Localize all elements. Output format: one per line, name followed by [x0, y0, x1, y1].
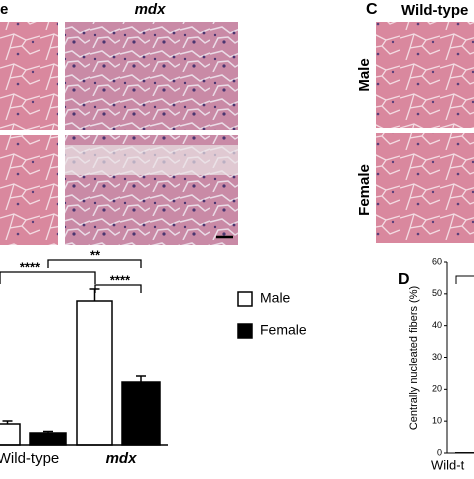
x-tick-label: Wild-type [0, 450, 59, 467]
histology-image [376, 22, 474, 128]
x-tick-label: Wild-t [431, 457, 465, 472]
row-label: Male [356, 58, 373, 91]
y-tick-label: 10 [432, 416, 442, 426]
significance-bracket [455, 275, 474, 284]
legend-swatch [237, 323, 253, 339]
histology-image [65, 22, 238, 130]
bar [455, 452, 474, 453]
y-tick-label: 0 [437, 447, 442, 457]
significance: ** [90, 247, 101, 262]
x-tick-label: mdx [106, 450, 138, 467]
y-tick-label: 60 [432, 256, 442, 266]
fat-region [65, 145, 238, 175]
bar [0, 423, 21, 446]
column-label: mdx [135, 1, 167, 18]
histology-image [0, 22, 58, 130]
column-label: e [0, 1, 8, 18]
row-label: Female [356, 164, 373, 216]
bar [121, 381, 161, 446]
bar [29, 432, 67, 446]
panel-label: C [366, 1, 378, 18]
y-tick-label: 30 [432, 352, 442, 362]
histology-image [376, 133, 474, 243]
y-tick-label: 40 [432, 320, 442, 330]
significance-bracket [94, 284, 142, 293]
histology-image [0, 135, 58, 245]
column-label: Wild-type [401, 2, 468, 19]
y-tick-label: 50 [432, 288, 442, 298]
bar [76, 300, 113, 446]
legend-label: Female [260, 322, 307, 338]
significance: **** [20, 259, 41, 274]
significance: **** [110, 272, 131, 287]
y-tick-label: 20 [432, 384, 442, 394]
significance-bracket [0, 271, 96, 284]
legend-label: Male [260, 290, 291, 306]
panel-label: D [398, 271, 410, 288]
legend-swatch [237, 291, 253, 307]
significance-bracket [47, 259, 142, 268]
y-axis-title: Centrally nucleated fibers (%) [408, 286, 420, 430]
